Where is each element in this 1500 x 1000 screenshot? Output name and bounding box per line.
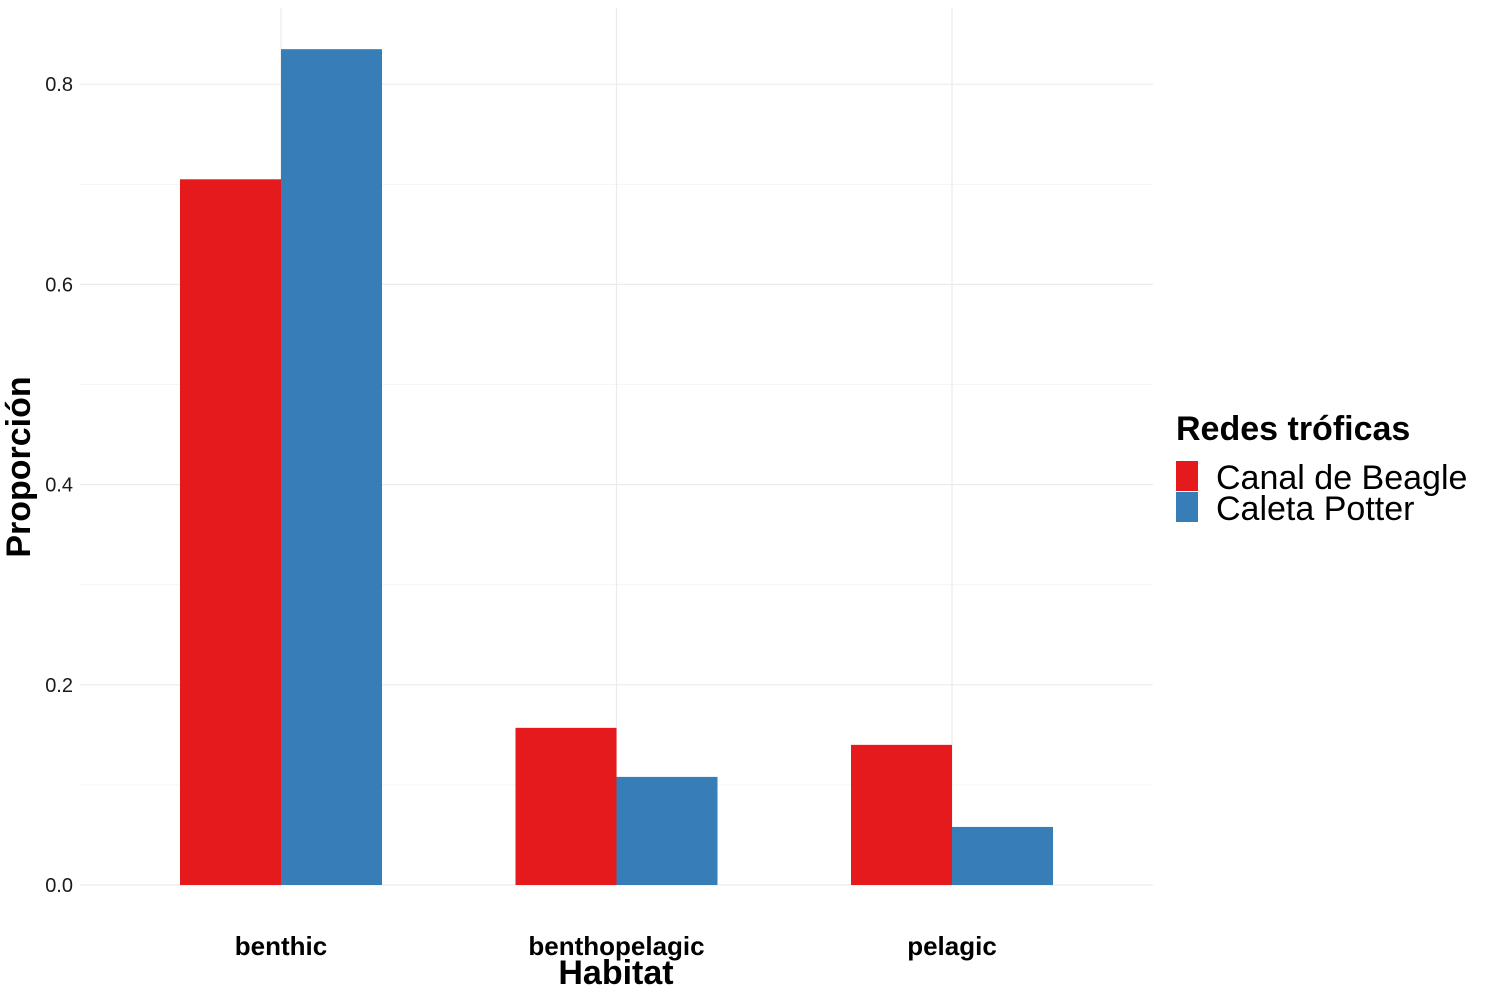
legend-key bbox=[1176, 492, 1198, 522]
bar-benthopelagic-1 bbox=[616, 776, 718, 885]
y-axis-title: Proporción bbox=[0, 376, 38, 557]
y-tick-label: 0.8 bbox=[45, 74, 73, 96]
bar-pelagic-1 bbox=[952, 826, 1053, 885]
bar-pelagic-0 bbox=[851, 744, 952, 885]
legend-title: Redes tróficas bbox=[1176, 410, 1410, 448]
x-tick-label: benthopelagic bbox=[528, 931, 704, 961]
legend-label: Canal de Beagle bbox=[1216, 459, 1467, 497]
legend-label: Caleta Potter bbox=[1216, 490, 1414, 528]
x-axis-ticks: benthic benthopelagic pelagic bbox=[235, 931, 997, 961]
bar-benthic-0 bbox=[180, 179, 281, 886]
bar-benthic-1 bbox=[281, 49, 382, 886]
y-tick-label: 0.6 bbox=[45, 274, 73, 296]
x-axis-title: Habitat bbox=[558, 954, 673, 992]
x-tick-label: pelagic bbox=[907, 931, 997, 961]
y-tick-label: 0.4 bbox=[45, 475, 73, 497]
x-tick-label: benthic bbox=[235, 931, 327, 961]
bars bbox=[180, 49, 1053, 886]
y-tick-label: 0.0 bbox=[45, 875, 73, 897]
y-tick-label: 0.2 bbox=[45, 675, 73, 697]
bar-benthopelagic-0 bbox=[515, 727, 617, 885]
y-axis-ticks: 0.0 0.2 0.4 0.6 0.8 bbox=[45, 74, 73, 897]
legend-key bbox=[1176, 461, 1198, 491]
